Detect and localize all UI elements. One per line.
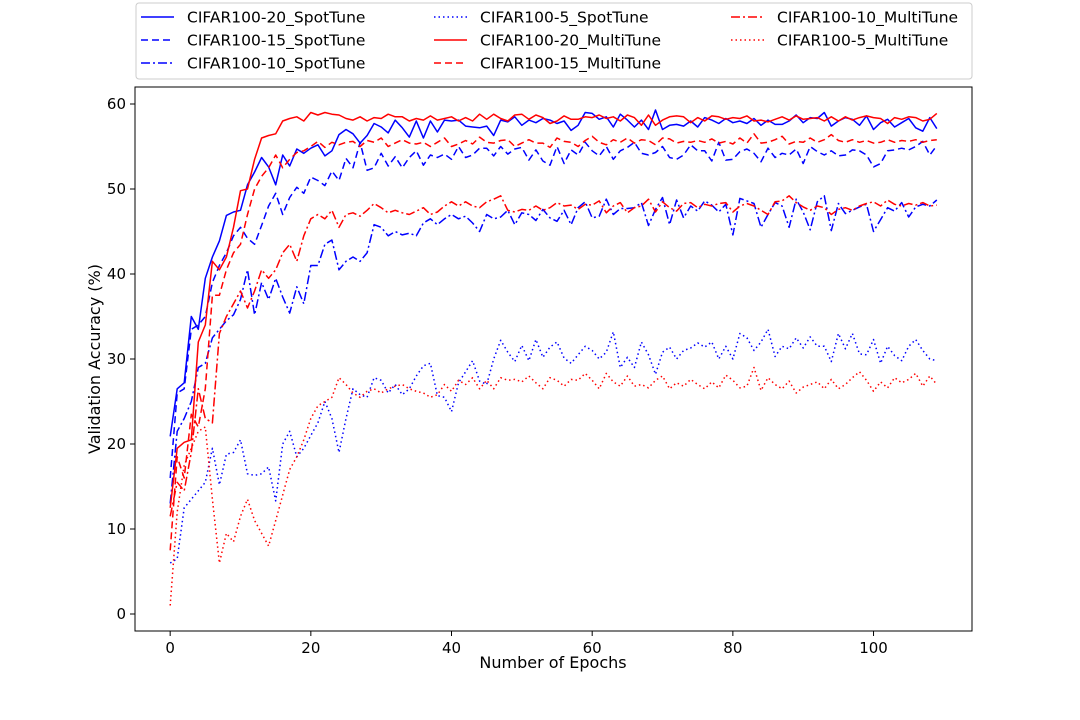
plot-area (135, 87, 972, 631)
legend-label: CIFAR100-15_MultiTune (480, 55, 661, 74)
x-tick-label: 20 (301, 639, 320, 657)
legend-label: CIFAR100-10_SpotTune (187, 55, 365, 74)
legend-label: CIFAR100-5_SpotTune (480, 9, 649, 28)
x-axis-label: Number of Epochs (479, 653, 626, 672)
series-layer (169, 109, 938, 606)
legend-label: CIFAR100-15_SpotTune (187, 32, 365, 51)
y-axis-label: Validation Accuracy (%) (85, 264, 104, 454)
legend-label: CIFAR100-20_MultiTune (480, 32, 661, 51)
legend-label: CIFAR100-10_MultiTune (777, 9, 958, 28)
y-axis: 0 10 20 30 40 50 60 (107, 95, 135, 623)
y-tick-label: 40 (107, 265, 126, 283)
x-tick-label: 60 (583, 639, 602, 657)
series-line-5 (169, 111, 938, 508)
x-tick-label: 0 (165, 639, 175, 657)
series-line-2 (169, 140, 938, 479)
y-tick-label: 20 (107, 435, 126, 453)
legend-label: CIFAR100-5_MultiTune (777, 32, 948, 51)
x-tick-label: 80 (723, 639, 742, 657)
y-tick-label: 50 (107, 180, 126, 198)
x-tick-label: 100 (859, 639, 888, 657)
y-tick-label: 10 (107, 520, 126, 538)
series-line-3 (169, 195, 938, 504)
y-tick-label: 60 (107, 95, 126, 113)
legend-frame (135, 2, 973, 80)
y-tick-label: 0 (116, 605, 126, 623)
legend: CIFAR100-20_SpotTune CIFAR100-15_SpotTune… (135, 2, 973, 80)
x-tick-label: 40 (442, 639, 461, 657)
series-line-7 (169, 195, 937, 517)
legend-label: CIFAR100-20_SpotTune (187, 9, 365, 28)
series-line-6 (169, 133, 937, 551)
y-tick-label: 30 (107, 350, 126, 368)
x-axis: 0 20 40 60 80 100 (165, 631, 888, 657)
